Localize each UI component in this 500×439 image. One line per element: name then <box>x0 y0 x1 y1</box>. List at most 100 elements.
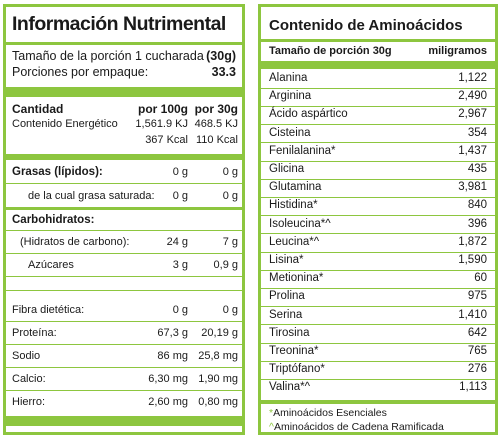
amino-value: 1,113 <box>459 381 487 394</box>
footnote-bcaa-mark: ^ <box>269 421 274 433</box>
amino-name: Isoleucina*^ <box>269 217 331 230</box>
divider <box>261 178 495 180</box>
amino-value: 975 <box>467 290 487 303</box>
amino-row: Triptófano* 276 <box>269 361 487 379</box>
footnote-essential-mark: * <box>269 407 274 419</box>
amino-row: Isoleucina*^ 396 <box>269 216 487 234</box>
amino-value: 1,122 <box>458 72 487 84</box>
amino-value: 1,590 <box>458 254 487 266</box>
divider <box>261 124 495 126</box>
footnote-bcaa: ^Aminoácidos de Cadena Ramificada <box>269 421 444 433</box>
protein-label: Proteína: <box>12 327 57 339</box>
calcium-30: 1,90 mg <box>198 373 238 385</box>
amino-name: Leucina*^ <box>269 235 320 248</box>
calcium-label: Calcio: <box>12 373 46 385</box>
portions-row: Porciones por empaque: 33.3 <box>12 65 236 79</box>
divider <box>261 269 495 271</box>
per-100g-header: por 100g <box>137 102 188 116</box>
amino-row: Serina 1,410 <box>269 307 487 325</box>
amino-value: 1,410 <box>458 308 487 321</box>
divider <box>261 39 495 42</box>
amino-name: Prolina <box>269 290 305 303</box>
sat-fat-30: 0 g <box>222 190 238 202</box>
amino-row: Tirosina 642 <box>269 325 487 343</box>
divider <box>6 253 242 254</box>
fat-label: Grasas (lípidos): <box>12 166 103 178</box>
divider <box>6 344 242 345</box>
sugars-100: 3 g <box>172 259 188 271</box>
fat-100: 0 g <box>172 166 188 178</box>
divider <box>6 290 242 291</box>
sat-fat-100: 0 g <box>172 190 188 202</box>
amino-name: Cisteina <box>269 126 311 139</box>
amino-value: 642 <box>467 326 487 339</box>
divider <box>6 367 242 368</box>
amino-value: 276 <box>467 363 487 376</box>
amino-value: 1,437 <box>458 144 487 157</box>
amino-row: Glutamina 3,981 <box>269 179 487 197</box>
amino-acid-panel: Contenido de Aminoácidos Tamaño de porci… <box>258 4 498 435</box>
carb-hydrates-100: 24 g <box>166 236 188 248</box>
carbs-label: Carbohidratos: <box>12 214 95 226</box>
portions-value: 33.3 <box>211 65 236 79</box>
amino-name: Serina <box>269 308 303 321</box>
sodium-label: Sodio <box>12 350 41 362</box>
fat-30: 0 g <box>222 166 238 178</box>
amino-row: Lisina* 1,590 <box>269 252 487 270</box>
amino-name: Tirosina <box>269 326 310 339</box>
amino-value: 3,981 <box>458 181 487 194</box>
sodium-100: 86 mg <box>157 350 188 362</box>
iron-30: 0,80 mg <box>198 396 238 408</box>
amino-row: Prolina 975 <box>269 288 487 306</box>
divider <box>261 306 495 308</box>
divider <box>261 215 495 217</box>
amino-value: 354 <box>467 126 487 139</box>
amino-name: Fenilalanina* <box>269 144 336 157</box>
amino-col-name-header: Tamaño de porción 30g <box>269 45 392 57</box>
amino-name: Arginina <box>269 90 312 103</box>
thick-divider <box>6 416 242 426</box>
divider <box>261 196 495 198</box>
amino-name: Treonina* <box>269 345 319 357</box>
amino-value: 2,967 <box>458 108 487 121</box>
divider <box>261 378 495 380</box>
energy-label: Contenido Energético <box>12 118 118 130</box>
amino-value: 60 <box>474 272 487 285</box>
carb-hydrates-30: 7 g <box>222 236 238 248</box>
amino-value: 840 <box>467 199 487 212</box>
divider <box>261 400 495 404</box>
iron-100: 2,60 mg <box>148 396 188 408</box>
amount-header: Cantidad <box>12 102 64 116</box>
carb-hydrates-label: (Hidratos de carbono): <box>20 236 130 248</box>
divider <box>261 160 495 162</box>
amino-value: 1,872 <box>458 235 487 248</box>
serving-size-row: Tamaño de la porción 1 cucharada (30g) <box>12 49 236 63</box>
amino-row: Glicina 435 <box>269 161 487 179</box>
amino-row: Histidina* 840 <box>269 197 487 215</box>
footnote-essential-text: Aminoácidos Esenciales <box>273 407 387 419</box>
iron-label: Hierro: <box>12 396 46 408</box>
sugars-30: 0,9 g <box>213 259 238 271</box>
divider <box>6 390 242 391</box>
amino-name: Glutamina <box>269 181 322 194</box>
amino-row: Arginina 2,490 <box>269 88 487 106</box>
fiber-100: 0 g <box>172 304 188 316</box>
divider <box>261 342 495 344</box>
divider <box>261 142 495 144</box>
footnote-essential: *Aminoácidos Esenciales <box>269 407 387 419</box>
amino-row: Leucina*^ 1,872 <box>269 234 487 252</box>
amino-row: Fenilalanina* 1,437 <box>269 143 487 161</box>
amino-value: 765 <box>467 345 487 357</box>
amino-name: Metionina* <box>269 272 324 285</box>
divider <box>261 287 495 289</box>
divider <box>261 324 495 326</box>
sat-fat-label: de la cual grasa saturada: <box>28 190 155 202</box>
amino-name: Valina*^ <box>269 381 310 394</box>
divider <box>6 42 242 45</box>
protein-100: 67,3 g <box>157 327 188 339</box>
amino-name: Lisina* <box>269 254 304 266</box>
thick-divider <box>6 87 242 97</box>
amino-name: Triptófano* <box>269 363 325 376</box>
divider <box>261 360 495 362</box>
sugars-label: Azúcares <box>28 259 74 271</box>
